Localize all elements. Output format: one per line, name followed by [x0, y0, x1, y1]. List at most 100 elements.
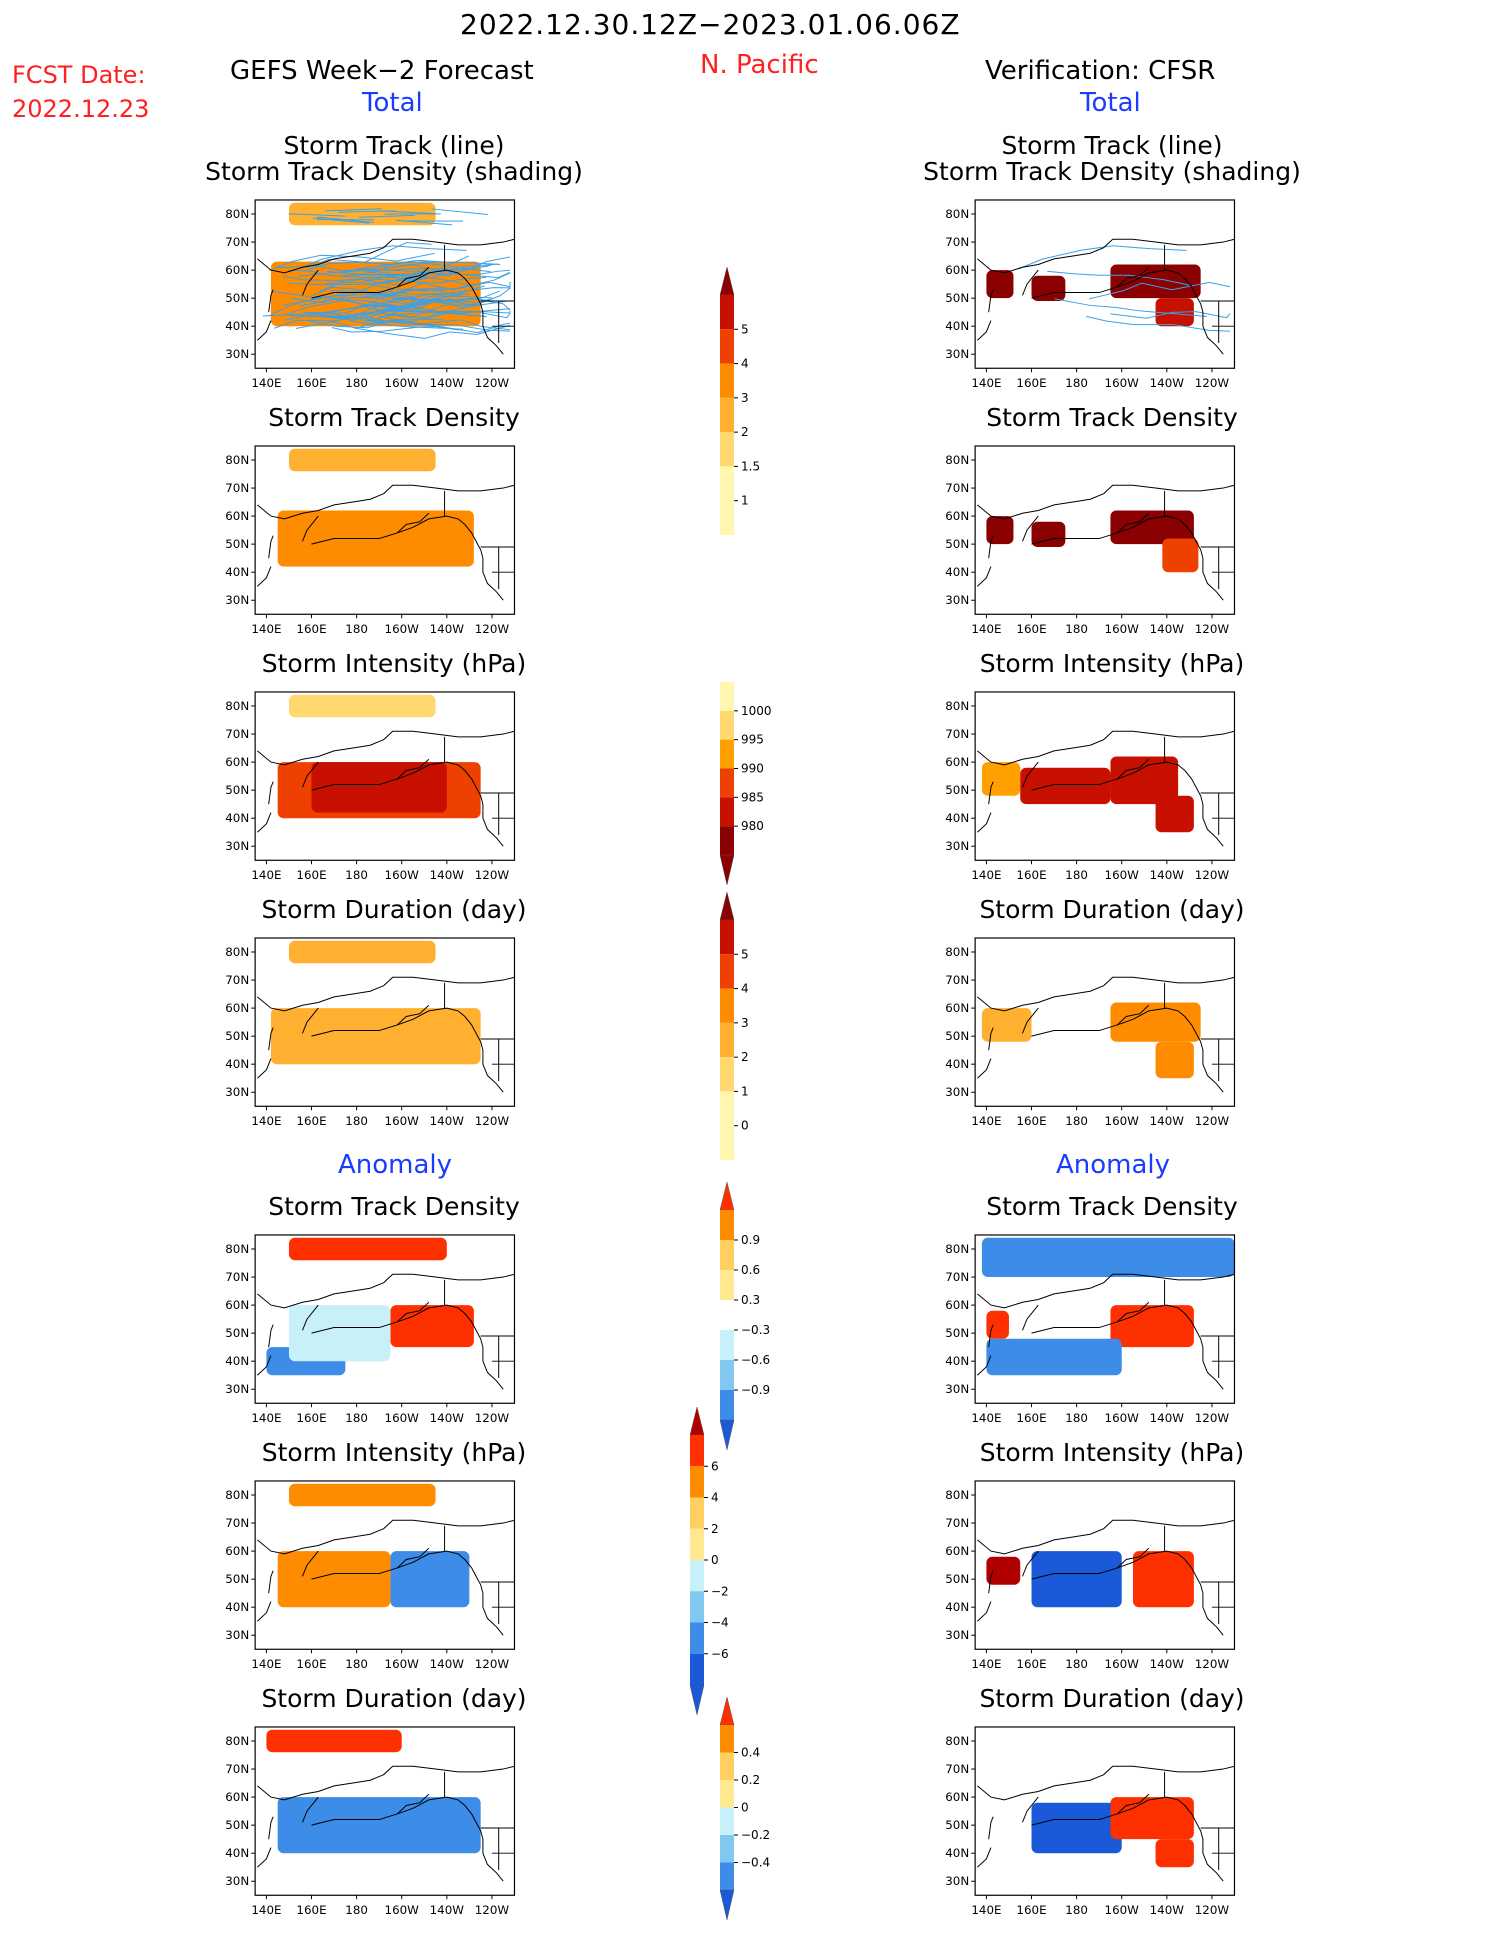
- shaded-region: [390, 1551, 469, 1607]
- lat-tick-label: 40N: [225, 319, 249, 333]
- lat-tick-label: 60N: [225, 1790, 249, 1804]
- lat-tick-label: 40N: [945, 811, 969, 825]
- date-range-title: 2022.12.30.12Z−2023.01.06.06Z: [460, 8, 961, 41]
- colorbar-label: 0.9: [741, 1233, 760, 1247]
- lon-tick-label: 120W: [475, 1903, 510, 1917]
- lat-tick-label: 70N: [225, 1762, 249, 1776]
- lat-tick-label: 30N: [225, 593, 249, 607]
- forecast-column-title: GEFS Week−2 Forecast: [230, 56, 534, 86]
- lat-tick-label: 40N: [225, 1057, 249, 1071]
- lat-tick-label: 60N: [945, 263, 969, 277]
- colorbar-swatch: [720, 1240, 734, 1270]
- lat-tick-label: 60N: [945, 509, 969, 523]
- colorbar-swatch: [720, 329, 734, 363]
- lat-tick-label: 80N: [225, 207, 249, 221]
- coastline: [977, 1602, 991, 1622]
- shaded-region: [278, 1797, 481, 1853]
- lon-tick-label: 120W: [1195, 1411, 1230, 1425]
- shaded-region: [1156, 1042, 1194, 1078]
- colorbar-swatch: [720, 364, 734, 398]
- lat-tick-label: 70N: [945, 235, 969, 249]
- shaded-region: [1156, 1839, 1194, 1867]
- colorbar-label: −0.4: [741, 1856, 770, 1870]
- lon-tick-label: 140W: [430, 1411, 465, 1425]
- lat-tick-label: 40N: [945, 565, 969, 579]
- colorbar-label: 0.3: [741, 1293, 760, 1307]
- colorbar-label: 0.6: [741, 1263, 760, 1277]
- colorbar-label: −4: [711, 1616, 729, 1630]
- coastline: [989, 1817, 994, 1839]
- colorbar-label: 980: [741, 819, 764, 833]
- shaded-region: [289, 1484, 436, 1506]
- lat-tick-label: 30N: [225, 1874, 249, 1888]
- colorbar-svg-anom_duration: 0.40.20−0.2−0.4: [720, 1695, 790, 1930]
- colorbar-swatch: [720, 740, 734, 769]
- colorbar-swatch: [720, 1091, 734, 1125]
- coastline: [257, 321, 271, 341]
- colorbar-swatch: [720, 769, 734, 798]
- fcst-date-label: FCST Date:: [12, 58, 149, 92]
- lon-tick-label: 120W: [1195, 622, 1230, 636]
- panel-title-duration-left: Storm Duration (day): [184, 896, 604, 924]
- colorbar-label: 0.2: [741, 1773, 760, 1787]
- colorbar-arrow: [720, 855, 734, 885]
- panel-title-anom-intensity-right: Storm Intensity (hPa): [902, 1439, 1322, 1467]
- shaded-region: [982, 1008, 1032, 1042]
- lon-tick-label: 140E: [971, 1903, 1001, 1917]
- shaded-region: [1032, 1803, 1122, 1853]
- lat-tick-label: 50N: [945, 537, 969, 551]
- lon-tick-label: 120W: [475, 1114, 510, 1128]
- coastline: [1022, 1305, 1038, 1330]
- colorbar-label: 0: [741, 1119, 749, 1133]
- lat-tick-label: 60N: [945, 1298, 969, 1312]
- lon-tick-label: 160E: [1016, 376, 1046, 390]
- lat-tick-label: 80N: [225, 1734, 249, 1748]
- colorbar-label: 4: [741, 982, 749, 996]
- lat-tick-label: 80N: [945, 699, 969, 713]
- lon-tick-label: 180: [1065, 868, 1088, 882]
- colorbar-swatch: [690, 1435, 704, 1466]
- colorbar-arrow: [720, 1697, 734, 1725]
- colorbar-swatch: [690, 1529, 704, 1560]
- total-label-right: Total: [1080, 88, 1141, 118]
- colorbar-swatch: [720, 1210, 734, 1240]
- lon-tick-label: 160W: [1105, 1903, 1140, 1917]
- lon-tick-label: 140E: [251, 1411, 281, 1425]
- lon-tick-label: 160W: [1105, 1411, 1140, 1425]
- lon-tick-label: 160E: [296, 1657, 326, 1671]
- panel-title-anom-duration-right: Storm Duration (day): [902, 1685, 1322, 1713]
- lon-tick-label: 160W: [385, 622, 420, 636]
- lat-tick-label: 30N: [945, 1874, 969, 1888]
- lat-tick-label: 50N: [225, 1029, 249, 1043]
- lat-tick-label: 50N: [945, 1818, 969, 1832]
- panel-title-anom-density-left: Storm Track Density: [184, 1193, 604, 1221]
- shaded-region: [1110, 1797, 1193, 1839]
- lon-tick-label: 180: [1065, 1114, 1088, 1128]
- colorbar-label: 1: [741, 1084, 749, 1098]
- lat-tick-label: 70N: [225, 235, 249, 249]
- lon-tick-label: 180: [1065, 376, 1088, 390]
- colorbar-arrow: [690, 1407, 704, 1435]
- colorbar-swatch: [720, 1863, 734, 1891]
- lat-tick-label: 40N: [945, 1846, 969, 1860]
- lon-tick-label: 140W: [430, 376, 465, 390]
- lat-tick-label: 70N: [225, 727, 249, 741]
- panel-title-track-shading-right: Storm Track Density (shading): [902, 158, 1322, 186]
- lon-tick-label: 160W: [1105, 1657, 1140, 1671]
- lon-tick-label: 140E: [971, 1411, 1001, 1425]
- lat-tick-label: 50N: [225, 783, 249, 797]
- lon-tick-label: 160E: [296, 622, 326, 636]
- lat-tick-label: 70N: [945, 973, 969, 987]
- lat-tick-label: 60N: [225, 263, 249, 277]
- lat-tick-label: 70N: [225, 1516, 249, 1530]
